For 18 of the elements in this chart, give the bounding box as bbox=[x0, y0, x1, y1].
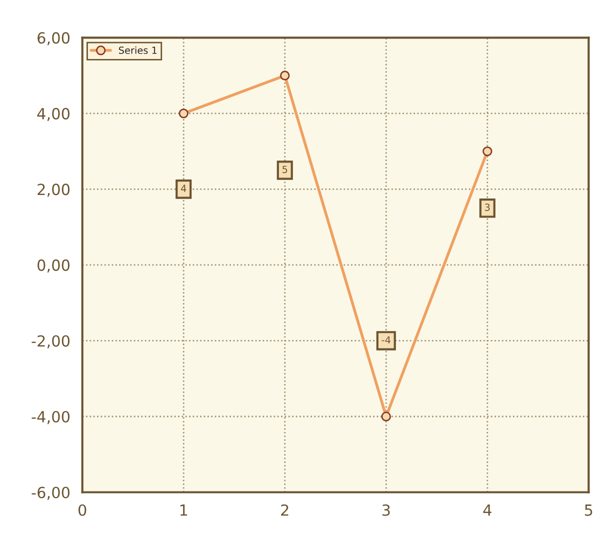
y-tick-label: 4,00 bbox=[37, 108, 70, 122]
x-tick-label: 2 bbox=[281, 504, 288, 516]
x-tick-label: 0 bbox=[78, 504, 86, 516]
y-tick-label: -6,00 bbox=[32, 486, 70, 500]
x-tick-label: 5 bbox=[584, 504, 592, 516]
y-tick-label: 0,00 bbox=[38, 259, 70, 273]
annotation: 5 bbox=[282, 166, 288, 174]
annotation: 3 bbox=[485, 204, 490, 211]
legend-label: Series 1 bbox=[118, 46, 157, 54]
x-tick-label: 3 bbox=[382, 504, 390, 516]
x-tick-label: 4 bbox=[483, 504, 492, 516]
x-tick-label: 1 bbox=[180, 504, 188, 516]
y-tick-label: 2,00 bbox=[38, 184, 70, 197]
annotation: 4 bbox=[180, 184, 186, 192]
y-tick-label: 6,00 bbox=[38, 32, 70, 46]
annotation: -4 bbox=[382, 336, 390, 344]
y-tick-label: -4,00 bbox=[32, 410, 70, 424]
y-tick-label: -2,00 bbox=[32, 335, 70, 348]
